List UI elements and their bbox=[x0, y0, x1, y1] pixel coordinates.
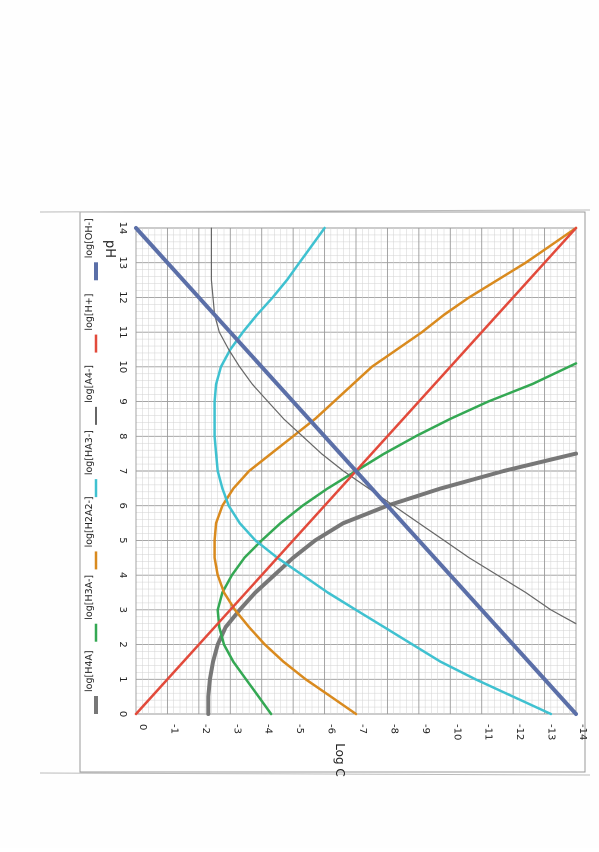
logc-tick-label: -13 bbox=[546, 724, 557, 740]
ph-tick-label: 7 bbox=[117, 468, 128, 474]
logc-tick-labels: 0 -1 -2 -3 -4 -5 -6 -7 -8 -9 -10 -11 -12 -13 -14 bbox=[137, 724, 588, 740]
ph-tick-label: 3 bbox=[117, 607, 128, 613]
series-line-4 bbox=[210, 227, 577, 625]
ph-tick-label: 2 bbox=[117, 641, 128, 647]
logc-tick-label: -7 bbox=[357, 724, 368, 734]
legend-label: log[H3A-] bbox=[84, 575, 95, 620]
legend: log[H4A] log[H3A-] log[H2A2-] log[HA3-] log[… bbox=[84, 218, 98, 714]
ph-tick-label: 0 bbox=[117, 711, 128, 717]
scan-edge-top bbox=[39, 209, 591, 213]
ph-tick-label: 1 bbox=[117, 676, 128, 682]
legend-label: log[OH-] bbox=[84, 218, 95, 258]
series-line-3 bbox=[213, 226, 553, 716]
logc-tick-label: -3 bbox=[231, 724, 242, 734]
grid bbox=[135, 227, 577, 715]
logc-axis-label: Log C bbox=[333, 743, 347, 777]
logc-tick-label: -11 bbox=[483, 724, 494, 740]
logc-tick-label: -9 bbox=[420, 724, 431, 734]
series-line-2 bbox=[213, 226, 578, 716]
series-line-0 bbox=[206, 451, 578, 716]
ph-tick-label: 6 bbox=[117, 503, 128, 509]
logc-tick-label: -10 bbox=[451, 724, 462, 740]
scan-edge-bottom bbox=[39, 772, 591, 776]
logc-tick-label: -12 bbox=[514, 724, 525, 740]
ph-tick-label: 13 bbox=[117, 256, 128, 269]
ph-axis-label: pH bbox=[102, 240, 117, 258]
legend-label: log[H4A] bbox=[84, 650, 95, 692]
series-layer bbox=[134, 226, 578, 716]
legend-label: log[H+] bbox=[84, 294, 95, 331]
ph-tick-label: 11 bbox=[117, 326, 128, 339]
logc-tick-label: -2 bbox=[200, 724, 211, 734]
ph-tick-label: 10 bbox=[117, 360, 128, 373]
logc-tick-label: -4 bbox=[263, 724, 274, 734]
series-line-6 bbox=[134, 226, 578, 716]
logc-tick-label: -5 bbox=[294, 724, 305, 734]
logc-tick-label: -6 bbox=[326, 724, 337, 734]
ph-tick-label: 8 bbox=[117, 433, 128, 439]
logc-tick-label: -8 bbox=[388, 724, 399, 734]
ph-tick-label: 14 bbox=[117, 222, 128, 235]
legend-label: log[HA3-] bbox=[84, 430, 95, 475]
logc-tick-label: -14 bbox=[577, 724, 588, 740]
ph-tick-label: 9 bbox=[117, 398, 128, 404]
ph-tick-label: 5 bbox=[117, 537, 128, 543]
ph-tick-label: 12 bbox=[117, 291, 128, 304]
legend-label: log[H2A2-] bbox=[84, 496, 95, 547]
ph-tick-label: 4 bbox=[117, 572, 128, 578]
logc-tick-label: -1 bbox=[168, 724, 179, 734]
series-line-1 bbox=[216, 362, 578, 716]
legend-label: log[A4-] bbox=[84, 365, 95, 403]
logc-tick-label: 0 bbox=[137, 724, 148, 730]
